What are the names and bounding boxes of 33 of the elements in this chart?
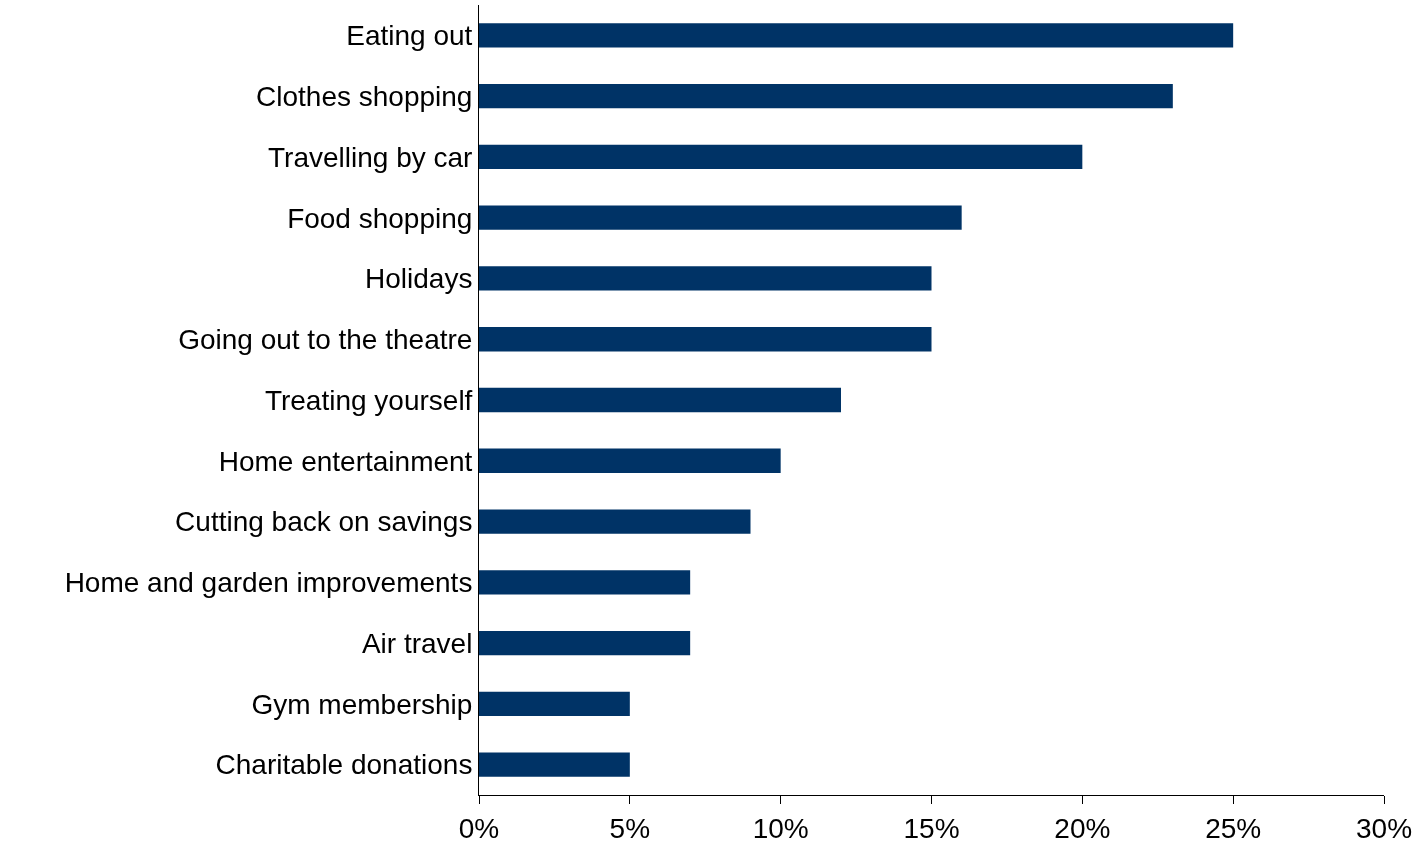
y-tick-label: Food shopping: [287, 202, 473, 234]
bar: [479, 630, 691, 656]
bar: [479, 84, 1173, 109]
y-tick-label: Gym membership: [251, 688, 473, 720]
bar: [479, 266, 932, 291]
y-tick-label: Clothes shopping: [256, 80, 473, 112]
x-tick-label: 0%: [458, 812, 500, 844]
bar: [479, 509, 751, 534]
x-tick-label: 30%: [1355, 812, 1413, 844]
y-tick-label: Air travel: [361, 627, 473, 659]
y-tick-label: Home and garden improvements: [64, 567, 473, 599]
x-tick-label: 25%: [1205, 812, 1262, 844]
bar: [479, 327, 932, 352]
y-tick-label: Treating yourself: [264, 384, 473, 416]
y-tick-label: Cutting back on savings: [175, 506, 473, 538]
x-tick-label: 15%: [903, 812, 960, 844]
bar: [479, 691, 630, 716]
y-tick-label: Charitable donations: [215, 749, 473, 781]
bar: [479, 448, 781, 473]
bar: [479, 205, 962, 230]
x-tick-label: 5%: [609, 812, 651, 844]
y-tick-label: Travelling by car: [268, 141, 473, 173]
y-tick-label: Holidays: [365, 263, 473, 295]
x-tick-label: 20%: [1054, 812, 1111, 844]
bar: [479, 752, 630, 777]
x-tick-label: 10%: [752, 812, 809, 844]
y-tick-label: Eating out: [346, 20, 473, 52]
bar: [479, 23, 1234, 48]
y-tick-label: Home entertainment: [218, 445, 473, 477]
bar: [479, 387, 841, 413]
y-tick-label: Going out to the theatre: [178, 324, 473, 356]
bar: [479, 144, 1083, 170]
bar: [479, 570, 691, 595]
